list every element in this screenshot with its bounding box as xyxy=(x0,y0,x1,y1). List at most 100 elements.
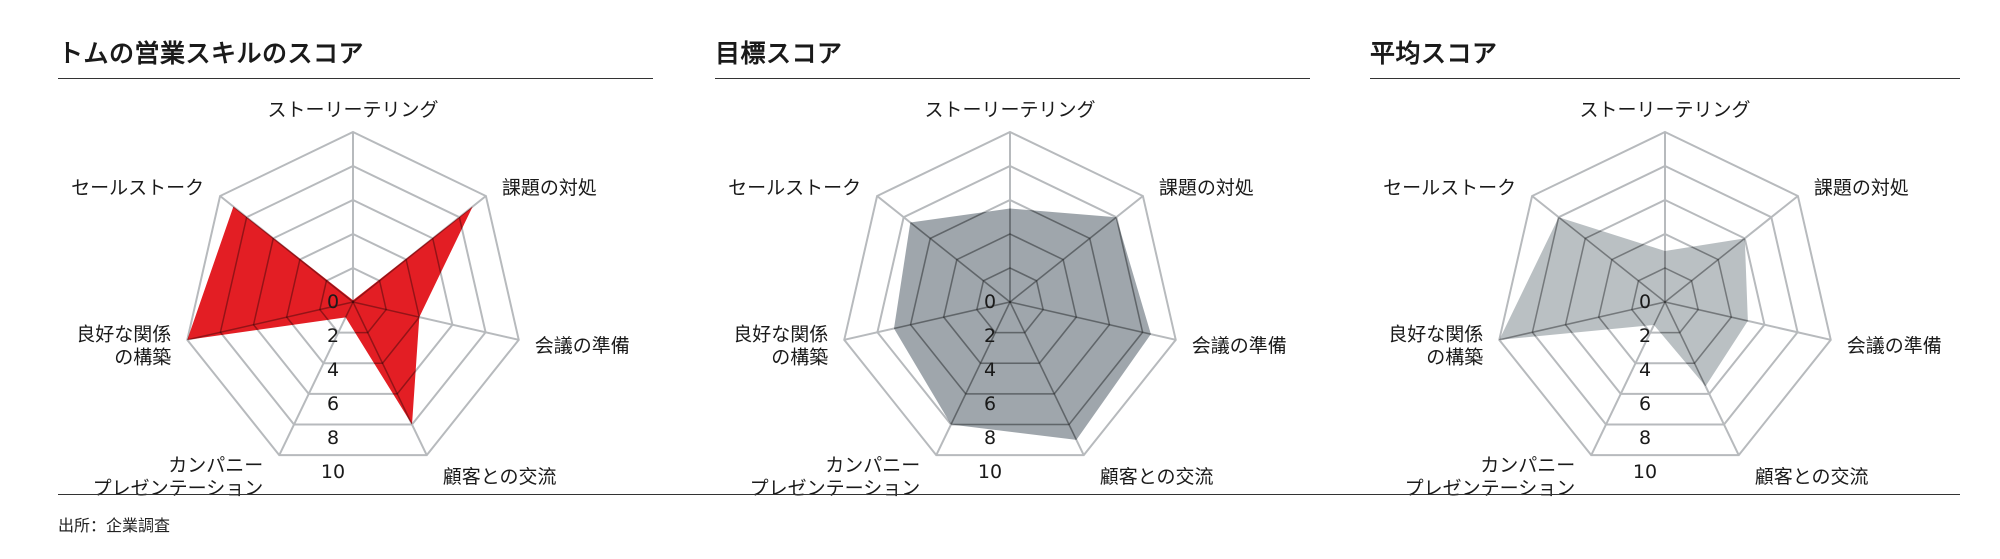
axis-label-line: 良好な関係 xyxy=(76,323,171,345)
axis-label-line: 会議の準備 xyxy=(1847,335,1942,357)
axis-label: 顧客との交流 xyxy=(1100,466,1214,488)
axis-label-line: セールストーク xyxy=(1383,177,1516,199)
axis-spoke-overlay xyxy=(1664,301,1740,387)
axis-spoke-overlay xyxy=(219,206,354,303)
axis-label-line: 会議の準備 xyxy=(535,335,630,357)
grid-ring-overlay xyxy=(909,208,1111,395)
axis-label-line: 良好な関係 xyxy=(1388,323,1483,345)
axis-label-line: プレゼンテーション xyxy=(1405,478,1576,500)
grid-ring-overlay xyxy=(976,267,1044,334)
axis-spoke-overlay xyxy=(1531,217,1666,303)
axis-label: 会議の準備 xyxy=(1847,335,1942,357)
axis-label-line: 顧客との交流 xyxy=(1755,466,1869,488)
title-divider xyxy=(715,78,1310,79)
axis-label: セールストーク xyxy=(728,177,861,199)
tick-label: 4 xyxy=(984,359,996,381)
axis-label-line: 顧客との交流 xyxy=(1100,466,1214,488)
axis-label-line: セールストーク xyxy=(71,177,204,199)
tick-label: 6 xyxy=(984,393,996,415)
axis-spoke-overlay xyxy=(352,301,428,425)
axis-label: 課題の対処 xyxy=(1159,177,1254,199)
axis-label: 会議の準備 xyxy=(535,335,630,357)
chart-title: トムの営業スキルのスコア xyxy=(58,39,365,68)
chart-panel-tom: トムの営業スキルのスコア 0 2 4 6 8 10 ストーリーテリング課題の対処会議の準備顧… xyxy=(58,0,653,500)
axis-label-line: カンパニー xyxy=(168,455,263,477)
axis-label: 顧客との交流 xyxy=(1755,466,1869,488)
axis-label: カンパニープレゼンテーション xyxy=(1405,455,1576,500)
tick-label: 4 xyxy=(1639,359,1651,381)
axis-label: 課題の対処 xyxy=(1814,177,1909,199)
axis-spoke-overlay xyxy=(1664,217,1748,303)
chart-panel-target: 目標スコア 0 2 4 6 8 10 ストーリーテリング 課題の対処 会議の準備 顧客との交流 カン… xyxy=(715,0,1310,500)
grid-ring-overlay xyxy=(942,233,1078,365)
axis-label-line: ストーリーテリング xyxy=(924,99,1095,121)
tick-label: 2 xyxy=(984,325,996,347)
axis-label: 顧客との交流 xyxy=(443,466,557,488)
data-area xyxy=(1499,217,1748,387)
axis-label: ストーリーテリング xyxy=(924,99,1095,121)
bottom-divider xyxy=(58,494,1960,495)
tick-label: 0 xyxy=(1639,291,1651,313)
axis-label-line: セールストーク xyxy=(728,177,861,199)
tick-label: 10 xyxy=(321,461,345,483)
tick-label: 8 xyxy=(327,427,339,449)
axis-spoke-overlay xyxy=(1009,301,1085,440)
axis-label-line: の構築 xyxy=(1426,346,1483,368)
title-divider xyxy=(1370,78,1960,79)
axis-label-line: 課題の対処 xyxy=(1159,177,1254,199)
axis-label-line: プレゼンテーション xyxy=(750,478,921,500)
axis-label-line: 課題の対処 xyxy=(1814,177,1909,199)
axis-label: ストーリーテリング xyxy=(1579,99,1750,121)
tick-label: 0 xyxy=(327,291,339,313)
axis-label-line: の構築 xyxy=(771,346,828,368)
axis-spoke xyxy=(278,301,354,456)
axis-label: ストーリーテリング xyxy=(267,99,438,121)
tick-label: 2 xyxy=(327,325,339,347)
grid-ring-overlay xyxy=(1564,217,1748,387)
axis-label-line: 会議の準備 xyxy=(1192,335,1287,357)
axis-label: 会議の準備 xyxy=(1192,335,1287,357)
axis-label: セールストーク xyxy=(71,177,204,199)
axis-label: 良好な関係の構築 xyxy=(1388,323,1483,368)
axis-label-line: 課題の対処 xyxy=(502,177,597,199)
axis-spoke-overlay xyxy=(187,301,354,341)
axis-label: 良好な関係の構築 xyxy=(76,323,171,368)
tick-label: 6 xyxy=(327,393,339,415)
axis-spoke xyxy=(1590,301,1666,456)
axis-label-line: カンパニー xyxy=(1480,455,1575,477)
grid-ring-overlay xyxy=(1531,217,1748,387)
tick-label: 10 xyxy=(978,461,1002,483)
axis-spoke-overlay xyxy=(1499,301,1666,341)
axis-label: 課題の対処 xyxy=(502,177,597,199)
axis-label-line: プレゼンテーション xyxy=(93,478,264,500)
grid-ring-overlay xyxy=(1631,267,1699,334)
axis-label-line: の構築 xyxy=(114,346,171,368)
source-note: 出所：企業調査 xyxy=(58,516,171,535)
axis-label: 良好な関係の構築 xyxy=(733,323,828,368)
tick-label: 6 xyxy=(1639,393,1651,415)
axis-label-line: カンパニー xyxy=(825,455,920,477)
tick-label: 10 xyxy=(1633,461,1657,483)
axis-label: カンパニープレゼンテーション xyxy=(93,455,264,500)
chart-title: 平均スコア xyxy=(1370,39,1498,68)
axis-label: カンパニープレゼンテーション xyxy=(750,455,921,500)
chart-panel-average: 平均スコア 0 2 4 6 8 10 ストーリーテリング 課題の対処 会議の準備 顧客との交流 カン… xyxy=(1370,0,1960,500)
axis-label-line: 良好な関係 xyxy=(733,323,828,345)
grid-ring xyxy=(843,130,1177,457)
title-divider xyxy=(58,78,653,79)
data-area xyxy=(893,208,1151,440)
axis-spoke-overlay xyxy=(1009,301,1151,341)
tick-label: 8 xyxy=(1639,427,1651,449)
axis-label: セールストーク xyxy=(1383,177,1516,199)
grid-ring xyxy=(186,130,520,457)
tick-label: 4 xyxy=(327,359,339,381)
chart-title: 目標スコア xyxy=(715,39,843,68)
axis-label-line: ストーリーテリング xyxy=(1579,99,1750,121)
axis-spoke-overlay xyxy=(352,206,473,303)
axis-spoke-overlay xyxy=(1664,301,1748,341)
axis-label-line: ストーリーテリング xyxy=(267,99,438,121)
tick-label: 8 xyxy=(984,427,996,449)
